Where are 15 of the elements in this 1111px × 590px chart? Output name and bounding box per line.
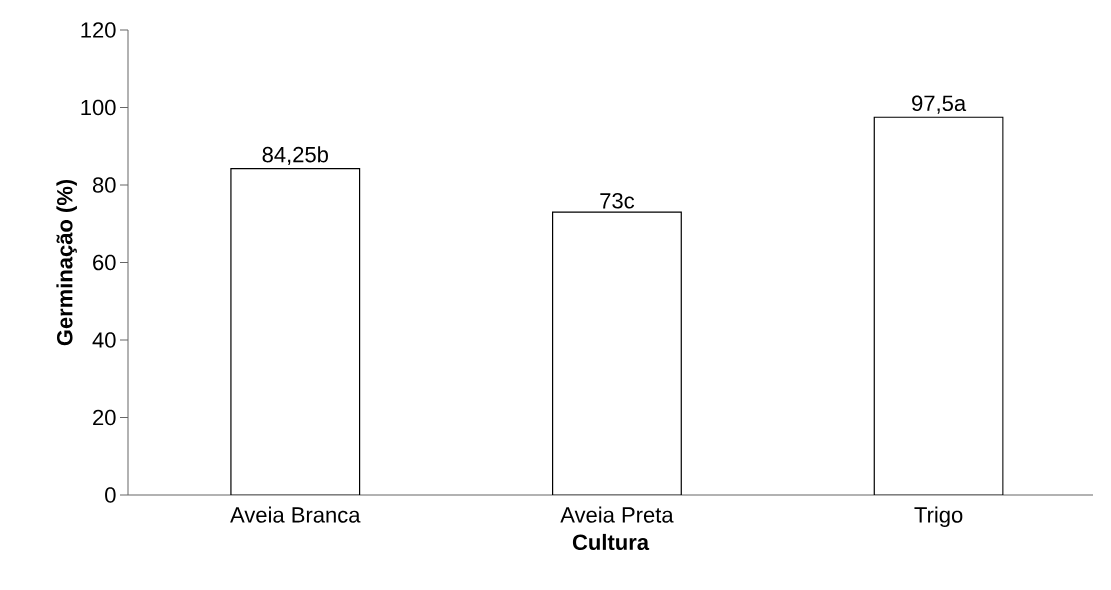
x-tick-label: Aveia Preta xyxy=(560,506,674,523)
data-label: 73c xyxy=(600,193,635,209)
x-tick-label: Trigo xyxy=(914,506,963,528)
x-axis-title: Cultura xyxy=(572,533,650,551)
data-label: 84,25b xyxy=(262,146,328,165)
y-tick-label: 60 xyxy=(93,254,116,271)
y-tick-label: 80 xyxy=(92,177,116,193)
y-tick-label: 100 xyxy=(81,99,116,116)
y-tick-label: 20 xyxy=(93,409,116,426)
y-tick-label: 0 xyxy=(105,487,116,503)
x-tick-label: Aveia Branca xyxy=(230,506,361,523)
y-tick-label: 120 xyxy=(81,22,116,38)
y-tick-label: 40 xyxy=(92,332,116,348)
data-label: 97,5a xyxy=(912,95,967,114)
y-axis-title: Germinação (%) xyxy=(56,179,77,346)
